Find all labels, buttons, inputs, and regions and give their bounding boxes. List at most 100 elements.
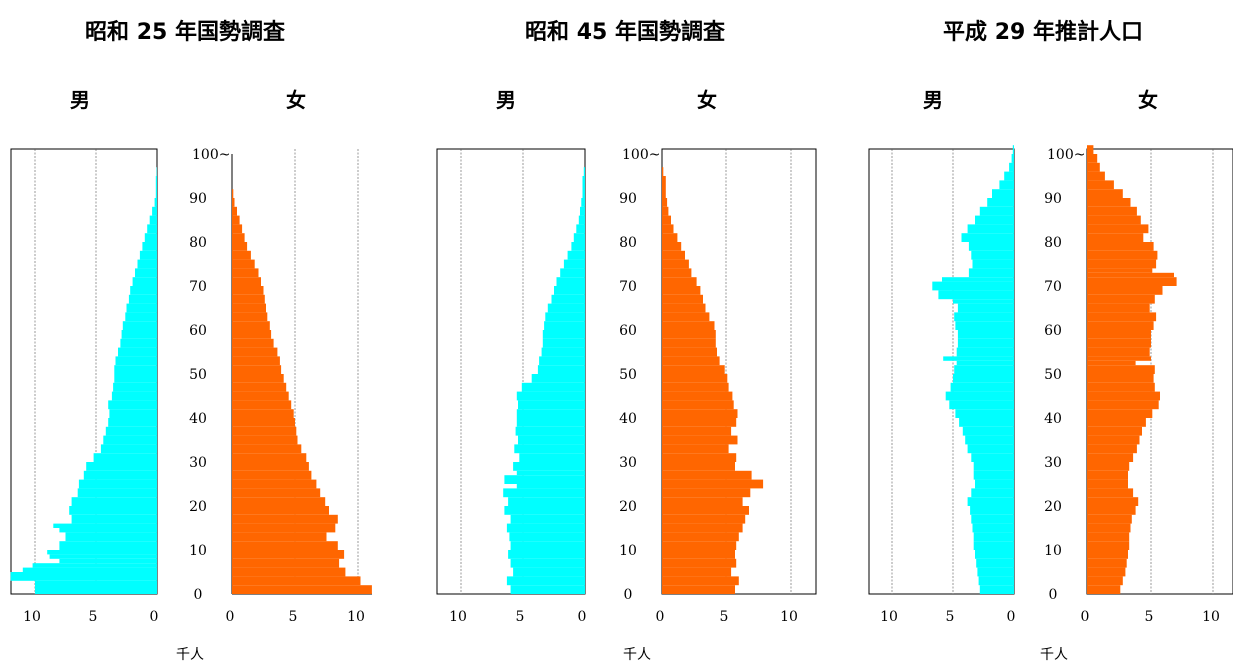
male-bar [979, 206, 1014, 216]
female-bar [1087, 391, 1160, 401]
female-bar [232, 242, 248, 251]
male-bar [518, 400, 585, 410]
male-bar [945, 391, 1014, 401]
female-bar [662, 382, 729, 392]
female-bar [1087, 426, 1142, 436]
male-label: 男 [923, 88, 943, 112]
male-bar [83, 470, 157, 480]
female-bar [662, 294, 703, 304]
female-bar [232, 576, 361, 586]
male-bar [508, 550, 585, 559]
male-bar [576, 224, 585, 234]
female-bar [232, 312, 268, 322]
female-bar [662, 312, 710, 322]
female-bar [1087, 523, 1131, 533]
male-bar [510, 541, 585, 550]
male-bar [515, 426, 585, 436]
female-bar [662, 585, 735, 594]
female-bar [232, 206, 237, 216]
female-bar [1087, 409, 1153, 418]
chart-title: 平成 29 年推計人口 [943, 20, 1143, 45]
female-bar [232, 382, 287, 392]
male-bar [115, 356, 157, 366]
age-tick-label: 20 [1044, 499, 1062, 515]
male-bar [957, 338, 1014, 348]
male-bar [531, 374, 585, 383]
female-bar [232, 286, 264, 295]
age-tick-label: 20 [189, 499, 207, 515]
male-bar [504, 475, 585, 484]
male-bar [137, 259, 157, 269]
male-bar [554, 286, 585, 295]
male-bar [154, 198, 157, 207]
female-bar [1087, 497, 1139, 506]
female-bar [1087, 286, 1163, 295]
female-bar [232, 303, 266, 313]
male-bar [978, 576, 1014, 586]
male-bar [954, 365, 1014, 374]
female-bar [232, 365, 282, 374]
age-tick-label: 10 [189, 543, 207, 559]
female-bar [662, 453, 737, 462]
female-bar [662, 250, 685, 260]
male-bar [959, 418, 1014, 427]
female-bar [1087, 206, 1137, 216]
male-bar [967, 224, 1014, 234]
male-bar [957, 303, 1014, 313]
male-bar [973, 470, 1014, 480]
female-x-tick-label: 10 [780, 609, 798, 625]
male-bar [35, 580, 157, 594]
female-bar [232, 294, 265, 304]
female-bar [232, 462, 309, 471]
female-bar [232, 374, 284, 383]
female-bar [662, 167, 664, 176]
male-bar [938, 290, 1014, 300]
male-bar [105, 426, 157, 436]
age-tick-label: 70 [619, 279, 637, 295]
female-bar [232, 558, 340, 568]
female-bar [1087, 154, 1098, 163]
female-bar [1087, 576, 1123, 586]
female-bar [232, 215, 240, 225]
male-bar [147, 224, 157, 234]
male-bar [973, 462, 1014, 471]
male-bar [953, 299, 1014, 304]
male-bar [973, 532, 1014, 542]
male-bar [968, 242, 1014, 251]
male-bar [539, 356, 585, 366]
female-bar [662, 206, 669, 216]
male-bar [108, 418, 157, 427]
male-bar [581, 198, 585, 207]
chart-title: 昭和 25 年国勢調査 [85, 20, 285, 45]
male-bar [943, 356, 1014, 361]
age-tick-label: 90 [1044, 191, 1062, 207]
male-bar [155, 176, 157, 198]
male-bar [122, 321, 157, 330]
male-bar [560, 268, 585, 278]
female-label: 女 [1138, 88, 1158, 112]
female-bar [662, 523, 743, 533]
male-bar [519, 453, 585, 462]
female-bar [1087, 435, 1140, 445]
female-bar [1087, 215, 1141, 225]
female-bar [232, 233, 245, 242]
age-tick-label: 90 [189, 191, 207, 207]
male-x-tick-label: 0 [1007, 609, 1016, 625]
male-bar [509, 532, 585, 542]
age-tick-label: 40 [189, 411, 207, 427]
male-bar [514, 444, 585, 454]
age-tick-label: 40 [619, 411, 637, 427]
male-bar [968, 268, 1014, 278]
male-bar [967, 444, 1014, 454]
male-bar [142, 242, 157, 251]
male-bar [956, 360, 1014, 366]
male-bar [22, 567, 157, 572]
female-bar [662, 444, 729, 454]
male-bar [120, 338, 157, 348]
female-x-tick-label: 5 [1145, 609, 1154, 625]
male-bar [71, 497, 157, 506]
male-bar [59, 541, 157, 550]
male-x-tick-label: 10 [880, 609, 898, 625]
male-bar [573, 233, 585, 242]
male-bar [47, 550, 158, 555]
